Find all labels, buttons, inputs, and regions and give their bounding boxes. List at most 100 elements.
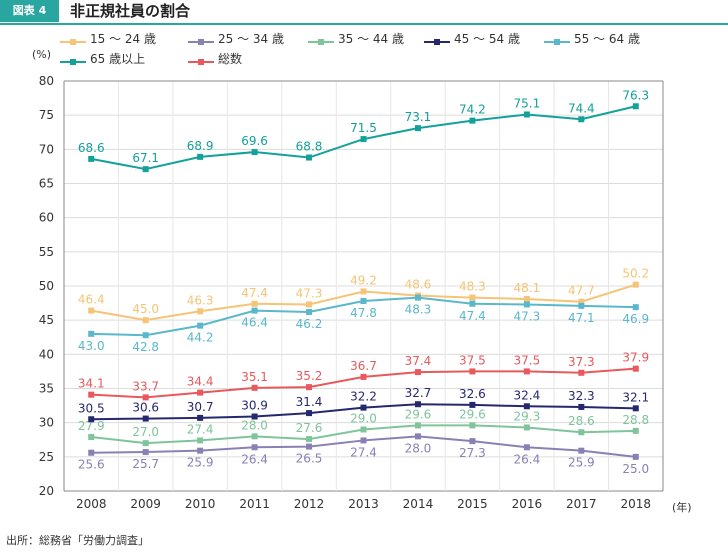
data-label: 68.8 bbox=[296, 140, 323, 154]
x-tick-label: 2011 bbox=[239, 497, 270, 511]
data-point bbox=[523, 424, 530, 431]
data-label: 50.2 bbox=[622, 267, 649, 281]
data-point bbox=[306, 154, 313, 161]
data-label: 46.3 bbox=[187, 293, 214, 307]
data-point bbox=[251, 149, 258, 156]
x-tick-label: 2012 bbox=[294, 497, 325, 511]
data-point bbox=[632, 281, 639, 288]
header-rule bbox=[0, 23, 728, 25]
data-point bbox=[197, 153, 204, 160]
data-label: 68.6 bbox=[78, 141, 105, 155]
y-tick-label: 50 bbox=[39, 279, 54, 293]
data-point bbox=[360, 404, 367, 411]
data-label: 28.0 bbox=[405, 441, 432, 455]
data-label: 48.3 bbox=[459, 280, 486, 294]
y-axis-unit: (%) bbox=[32, 48, 52, 61]
data-point bbox=[469, 294, 476, 301]
data-point bbox=[414, 294, 421, 301]
data-point bbox=[197, 437, 204, 444]
data-point bbox=[306, 436, 313, 443]
figure-header: 図表 4 非正規社員の割合 bbox=[0, 0, 728, 25]
data-label: 27.4 bbox=[350, 445, 377, 459]
data-point bbox=[469, 117, 476, 124]
data-point bbox=[88, 330, 95, 337]
x-tick-label: 2015 bbox=[457, 497, 488, 511]
data-label: 46.4 bbox=[78, 293, 105, 307]
x-tick-label: 2014 bbox=[403, 497, 434, 511]
data-label: 32.6 bbox=[459, 387, 486, 401]
data-point bbox=[197, 308, 204, 315]
y-tick-label: 70 bbox=[39, 142, 54, 156]
data-label: 25.9 bbox=[187, 456, 214, 470]
data-point bbox=[578, 302, 585, 309]
x-tick-label: 2010 bbox=[185, 497, 216, 511]
data-label: 34.1 bbox=[78, 377, 105, 391]
figure-badge: 図表 4 bbox=[0, 0, 59, 22]
data-point bbox=[88, 416, 95, 423]
data-point bbox=[360, 288, 367, 295]
data-point bbox=[578, 429, 585, 436]
data-label: 32.2 bbox=[350, 390, 377, 404]
data-label: 26.4 bbox=[514, 452, 541, 466]
data-label: 30.6 bbox=[132, 401, 159, 415]
data-label: 28.0 bbox=[241, 418, 268, 432]
legend-swatch bbox=[424, 34, 450, 45]
data-point bbox=[197, 389, 204, 396]
data-point bbox=[251, 433, 258, 440]
data-label: 35.1 bbox=[241, 370, 268, 384]
data-label: 67.1 bbox=[132, 151, 159, 165]
legend-swatch bbox=[188, 34, 214, 45]
data-point bbox=[360, 298, 367, 305]
data-label: 46.2 bbox=[296, 317, 323, 331]
y-tick-label: 60 bbox=[39, 211, 54, 225]
data-point bbox=[414, 369, 421, 376]
data-label: 28.8 bbox=[622, 413, 649, 427]
data-label: 47.1 bbox=[568, 311, 595, 325]
legend-label: 総数 bbox=[218, 52, 243, 66]
data-label: 25.9 bbox=[568, 456, 595, 470]
x-tick-label: 2016 bbox=[512, 497, 543, 511]
chart-title: 非正規社員の割合 bbox=[70, 2, 191, 20]
data-label: 44.2 bbox=[187, 331, 214, 345]
data-point bbox=[469, 401, 476, 408]
x-tick-label: 2008 bbox=[76, 497, 107, 511]
data-point bbox=[142, 440, 149, 447]
data-point bbox=[523, 368, 530, 375]
data-point bbox=[88, 449, 95, 456]
data-point bbox=[469, 422, 476, 429]
data-label: 35.2 bbox=[296, 369, 323, 383]
data-label: 27.3 bbox=[459, 446, 486, 460]
data-label: 27.9 bbox=[78, 419, 105, 433]
source-note: 出所：総務省「労働力調査」 bbox=[6, 534, 149, 547]
data-label: 37.5 bbox=[459, 353, 486, 367]
x-tick-label: 2017 bbox=[566, 497, 597, 511]
data-label: 76.3 bbox=[622, 88, 649, 102]
data-point bbox=[523, 295, 530, 302]
data-label: 47.7 bbox=[568, 284, 595, 298]
data-point bbox=[414, 401, 421, 408]
data-point bbox=[632, 365, 639, 372]
data-label: 27.4 bbox=[187, 422, 214, 436]
data-point bbox=[197, 447, 204, 454]
data-point bbox=[197, 414, 204, 421]
data-label: 27.6 bbox=[296, 421, 323, 435]
y-tick-label: 80 bbox=[39, 74, 54, 88]
data-label: 74.4 bbox=[568, 101, 595, 115]
data-label: 26.5 bbox=[296, 452, 323, 466]
data-label: 29.0 bbox=[350, 412, 377, 426]
data-point bbox=[88, 391, 95, 398]
data-label: 68.9 bbox=[187, 139, 214, 153]
legend-swatch bbox=[544, 34, 570, 45]
data-label: 47.4 bbox=[459, 309, 486, 323]
y-tick-label: 40 bbox=[39, 347, 54, 361]
data-point bbox=[306, 410, 313, 417]
data-point bbox=[306, 308, 313, 315]
data-point bbox=[578, 447, 585, 454]
y-tick-label: 45 bbox=[39, 313, 54, 327]
data-label: 37.9 bbox=[622, 351, 649, 365]
x-tick-label: 2018 bbox=[620, 497, 651, 511]
data-label: 74.2 bbox=[459, 103, 486, 117]
data-point bbox=[414, 433, 421, 440]
data-label: 49.2 bbox=[350, 273, 377, 287]
data-point bbox=[578, 116, 585, 123]
